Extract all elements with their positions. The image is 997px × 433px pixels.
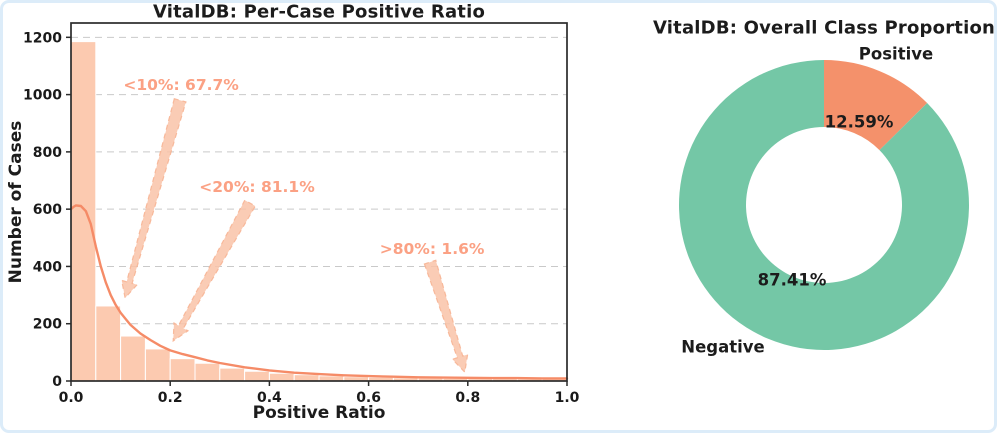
histogram-bar [268,372,295,382]
y-tick-label: 600 [33,202,62,218]
kde-curve [69,204,569,380]
donut-slice-negative [679,60,970,351]
y-tick-label: 1200 [23,30,62,46]
histogram-x-axis-label: Positive Ratio [252,403,386,423]
annotation-arrow [172,199,257,343]
x-tick-label: 0.0 [59,390,84,406]
histogram-panel: 0 200 400 600 800 1000 1200 0.0 0.2 0.4 0.6 0.8 1.0 … [6,1,580,424]
histogram-bar [219,367,246,382]
ticks-group: 0 200 400 600 800 1000 1200 0.0 0.2 0.4 0.6 0.8 1.0 [23,30,580,406]
plot-box [70,22,568,382]
x-tick-label: 0.6 [356,390,381,406]
y-tick-label: 0 [52,374,62,390]
x-tick-label: 1.0 [555,390,580,406]
donut-slice-positive [824,60,928,151]
histogram-bar [244,370,270,382]
x-tick-label: 0.4 [257,390,282,406]
annotation-arrow [423,259,469,374]
annotation-over-80pct: >80%: 1.6% [379,240,485,259]
histogram-bar [293,374,320,382]
histogram-bar [194,362,221,382]
y-tick-label: 400 [33,259,62,275]
donut-title: VitalDB: Overall Class Proportion [652,17,996,39]
slice-percent-negative: 87.41% [757,270,827,290]
slice-label-positive: Positive [858,44,934,64]
histogram-plot: 0 200 400 600 800 1000 1200 0.0 0.2 0.4 0.6 0.8 1.0 [23,22,580,406]
histogram-y-axis-label: Number of Cases [6,120,26,284]
histogram-bar [120,335,146,382]
x-tick-label: 0.2 [158,390,183,406]
y-tick-label: 1000 [23,88,62,104]
annotation-arrow [120,97,187,300]
gridlines-group [71,36,567,325]
slice-percent-positive: 12.59% [824,112,894,132]
histogram-bar [70,41,97,382]
histogram-bar [144,348,171,382]
histogram-title: VitalDB: Per-Case Positive Ratio [152,1,486,23]
slice-label-negative: Negative [681,337,765,357]
x-tick-label: 0.8 [455,390,480,406]
donut-panel: VitalDB: Overall Class Proportion Positi… [600,0,997,433]
y-tick-label: 200 [33,317,62,333]
annotation-under-20pct: <20%: 81.1% [199,178,315,197]
histogram-bar [95,305,122,382]
donut-plot [679,60,970,351]
histogram-bar [169,358,196,382]
y-tick-label: 800 [33,145,62,161]
annotation-under-10pct: <10%: 67.7% [123,76,239,95]
